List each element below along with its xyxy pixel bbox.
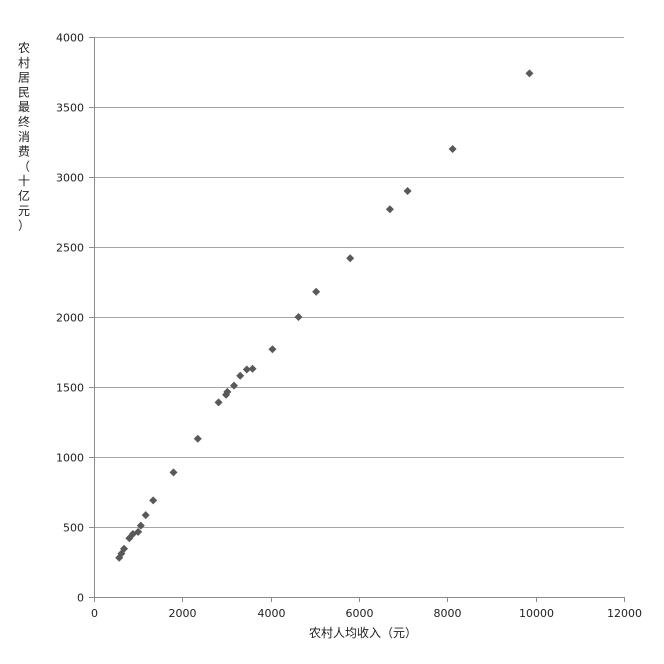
- y-axis-title-char: 十: [18, 174, 30, 188]
- data-point: [193, 434, 202, 443]
- y-tick-label: 500: [63, 522, 84, 535]
- data-point: [136, 521, 145, 530]
- y-tick-label: 3000: [56, 172, 84, 185]
- x-tick-label: 10000: [519, 607, 554, 620]
- gridlines: [94, 37, 624, 528]
- y-axis-title-char: 消: [18, 130, 30, 144]
- y-axis-title-char: 民: [18, 85, 30, 99]
- data-point: [385, 205, 394, 214]
- y-axis-title-char: 元: [18, 204, 30, 218]
- y-axis-title-char: 村: [18, 56, 30, 70]
- data-points: [115, 69, 534, 562]
- y-tick-label: 3500: [56, 102, 84, 115]
- y-axis-title-char: 农: [18, 41, 30, 55]
- y-axis-title-char: （: [18, 159, 30, 173]
- data-point: [236, 371, 245, 380]
- y-tick-label: 1000: [56, 452, 84, 465]
- data-point: [134, 527, 143, 536]
- data-point: [525, 69, 534, 78]
- data-point: [149, 496, 158, 505]
- y-axis-title-char: 亿: [18, 188, 30, 203]
- y-tick-label: 2500: [56, 242, 84, 255]
- x-tick-label: 4000: [258, 607, 286, 620]
- y-tick-label: 2000: [56, 312, 84, 325]
- x-tick-label: 2000: [169, 607, 197, 620]
- x-tick-label: 12000: [607, 607, 642, 620]
- x-tick-label: 6000: [346, 607, 374, 620]
- axes: [89, 37, 625, 602]
- data-point: [141, 511, 150, 520]
- data-point: [230, 381, 239, 390]
- data-point: [169, 468, 178, 477]
- data-point: [242, 365, 251, 374]
- x-tick-label: 8000: [434, 607, 462, 620]
- data-point: [448, 145, 457, 153]
- x-tick-label: 0: [91, 607, 98, 620]
- y-axis-title-char: 居: [18, 71, 30, 85]
- data-point: [223, 387, 232, 396]
- y-axis-title-char: 终: [18, 114, 30, 129]
- data-point: [214, 398, 223, 407]
- y-tick-label: 4000: [56, 32, 84, 45]
- y-axis-title-char: ）: [18, 219, 30, 233]
- y-axis-title-char: 最: [18, 100, 30, 114]
- data-point: [268, 345, 277, 354]
- data-point: [294, 313, 303, 321]
- data-point: [248, 364, 257, 373]
- data-point: [312, 287, 321, 296]
- data-point: [120, 544, 129, 553]
- data-point: [403, 187, 412, 195]
- tick-labels: 0 500 1000 1500 2000 2500 3000 3500 4000 0 2000 400…: [56, 32, 642, 621]
- y-tick-label: 1500: [56, 382, 84, 395]
- y-axis-title-char: 费: [18, 145, 30, 159]
- data-point: [346, 254, 355, 263]
- y-tick-label: 0: [77, 592, 84, 605]
- x-axis-title: 农村人均收入（元）: [309, 626, 417, 640]
